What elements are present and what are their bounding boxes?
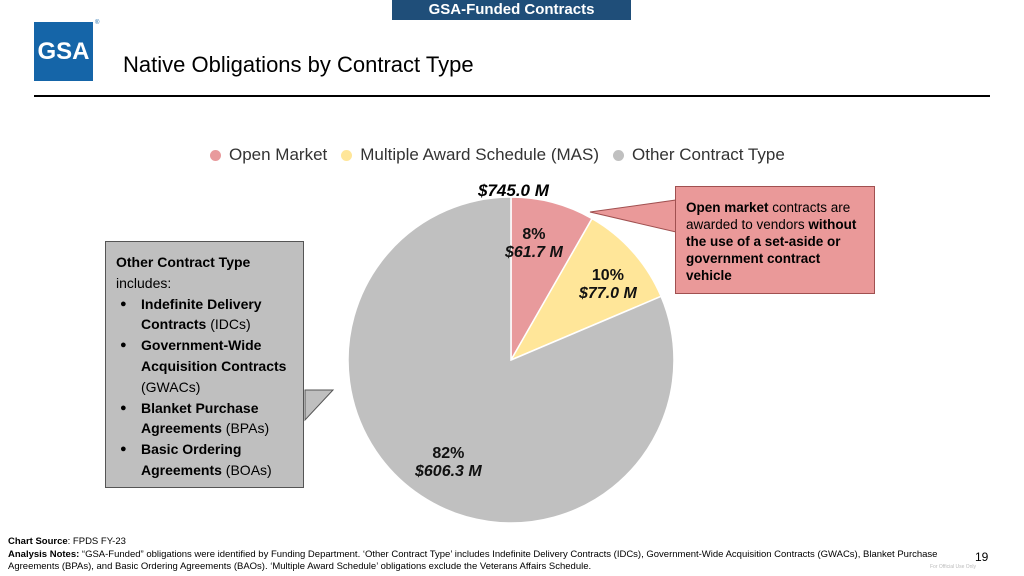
callout-title: Other Contract Type bbox=[116, 254, 251, 270]
callout-bold: Open market bbox=[686, 200, 769, 215]
item-abbr: (IDCs) bbox=[206, 316, 251, 333]
data-label-open-market: 8% $61.7 M bbox=[505, 226, 563, 262]
value-label: $77.0 M bbox=[579, 285, 637, 302]
value-label: $61.7 M bbox=[505, 244, 563, 261]
callout-text: contracts are awarded to vendors bbox=[686, 200, 851, 232]
legend-label: Multiple Award Schedule (MAS) bbox=[360, 145, 600, 164]
item-abbr: (GWACs) bbox=[141, 378, 201, 395]
page-title: Native Obligations by Contract Type bbox=[123, 52, 474, 77]
pie-slice-multiple-award-schedule-mas bbox=[509, 217, 663, 362]
value-label: $606.3 M bbox=[415, 463, 482, 480]
item-abbr: (BPAs) bbox=[221, 420, 270, 437]
section-banner: GSA-Funded Contracts bbox=[392, 0, 631, 20]
legend-item-mas: Multiple Award Schedule (MAS) bbox=[341, 145, 599, 165]
item-bold: Indefinite Delivery Contracts bbox=[141, 295, 262, 333]
notes-label: Analysis Notes: bbox=[8, 548, 80, 560]
item-bold: Blanket Purchase Agreements bbox=[141, 399, 259, 437]
percent-label: 10% bbox=[591, 267, 624, 284]
source-label: Chart Source bbox=[8, 536, 68, 547]
security-marking: For Official Use Only bbox=[930, 564, 977, 570]
registered-mark: ® bbox=[95, 20, 100, 26]
item-bold: Basic Ordering Agreements bbox=[141, 441, 242, 478]
legend-dot bbox=[613, 149, 625, 161]
list-item: Indefinite Delivery Contracts (IDCs) bbox=[116, 294, 303, 336]
data-label-mas: 10% $77.0 M bbox=[579, 267, 637, 303]
chart-legend: Open Market Multiple Award Schedule (MAS… bbox=[210, 145, 785, 165]
callout-intro: includes: bbox=[116, 274, 172, 291]
legend-item-open-market: Open Market bbox=[210, 145, 327, 165]
item-bold: Government-Wide Acquisition Contracts bbox=[141, 337, 287, 374]
legend-item-other: Other Contract Type bbox=[613, 145, 785, 165]
list-item: Basic Ordering Agreements (BOAs) bbox=[116, 439, 303, 481]
legend-label: Open Market bbox=[229, 145, 328, 164]
total-label: $745.0 M bbox=[478, 181, 549, 200]
item-abbr: (BOAs) bbox=[221, 461, 272, 478]
list-item: Government-Wide Acquisition Contracts (G… bbox=[116, 335, 303, 397]
data-label-other: 82% $606.3 M bbox=[415, 445, 482, 481]
list-item: Blanket Purchase Agreements (BPAs) bbox=[116, 398, 303, 440]
other-contract-callout: Other Contract Type includes: Indefinite… bbox=[105, 241, 304, 488]
percent-label: 8% bbox=[522, 226, 546, 243]
callout-bold: without the use of a set-aside or govern… bbox=[686, 217, 857, 283]
open-market-callout: Open market contracts are awarded to ven… bbox=[675, 186, 875, 294]
legend-dot bbox=[210, 149, 221, 161]
notes-text: “GSA-Funded” obligations were identified… bbox=[8, 548, 938, 573]
left-callout-pointer bbox=[304, 389, 335, 422]
source-text: : FPDS FY-23 bbox=[67, 536, 126, 547]
percent-label: 82% bbox=[432, 445, 465, 462]
legend-label: Other Contract Type bbox=[632, 145, 785, 164]
pie-slice-other-contract-type bbox=[347, 196, 675, 524]
footer-notes: Chart Source: FPDS FY-23 Analysis Notes:… bbox=[8, 536, 968, 574]
title-divider bbox=[34, 95, 990, 97]
page-number: 19 bbox=[975, 550, 989, 564]
gsa-logo: GSA bbox=[34, 22, 93, 81]
legend-dot bbox=[341, 149, 353, 161]
